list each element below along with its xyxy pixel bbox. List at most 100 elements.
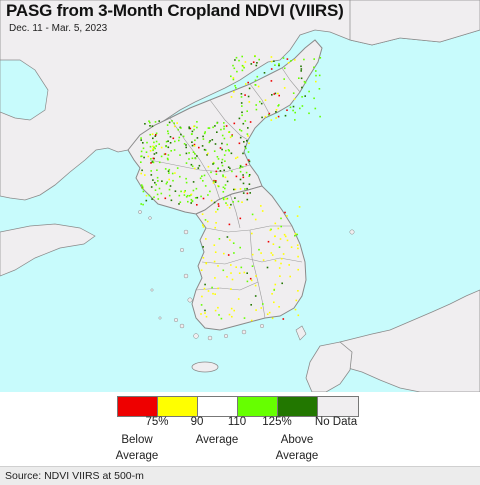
ndvi-pixel [223,137,226,140]
ndvi-pixel [283,67,286,70]
ndvi-pixel [161,180,163,182]
ndvi-pixel [227,254,230,256]
ndvi-pixel [272,243,275,245]
ndvi-pixel [168,178,170,181]
ndvi-pixel [217,158,220,160]
ndvi-pixel [249,192,251,194]
ndvi-pixel [219,170,222,172]
ndvi-pixel [251,265,254,267]
ndvi-pixel [224,184,227,186]
ndvi-pixel [318,74,321,77]
ndvi-pixel [151,198,153,200]
jeju-island [191,361,219,373]
ndvi-pixel [142,190,145,193]
ndvi-pixel [149,121,151,124]
ndvi-pixel [177,128,179,131]
ndvi-pixel [296,244,299,246]
ndvi-pixel [198,164,201,167]
ndvi-pixel [141,187,144,190]
legend-label-average: Average [195,434,239,446]
ndvi-pixel [151,133,154,135]
ndvi-pixel [189,127,192,130]
ndvi-pixel [201,145,204,147]
ndvi-pixel [207,152,209,155]
ndvi-pixel [169,142,172,144]
ndvi-pixel [188,152,190,154]
ndvi-pixel [277,105,279,107]
ndvi-pixel [227,166,230,168]
ndvi-pixel [282,318,285,320]
ndvi-pixel [235,87,237,89]
ndvi-pixel [281,282,283,285]
ndvi-pixel [196,155,198,157]
ndvi-pixel [168,194,171,197]
ndvi-pixel [213,244,216,246]
ndvi-pixel [296,233,298,236]
ndvi-pixel [200,269,203,271]
ndvi-pixel [206,220,209,223]
ndvi-pixel [156,176,159,179]
ndvi-pixel [147,155,150,158]
ndvi-pixel [203,132,206,135]
ndvi-pixel [240,130,243,132]
ndvi-pixel [255,309,257,311]
ndvi-pixel [160,146,163,149]
ndvi-pixel [246,280,249,283]
ndvi-pixel [315,80,317,83]
ndvi-pixel [283,233,286,236]
ndvi-pixel [244,145,246,148]
ndvi-pixel [233,252,235,254]
ndvi-pixel [202,224,204,226]
ndvi-pixel [207,290,210,292]
ndvi-pixel [145,199,148,202]
ndvi-pixel [140,150,143,153]
ndvi-pixel [188,195,191,197]
ndvi-pixel [231,135,233,137]
ndvi-pixel [297,247,299,250]
ndvi-pixel [208,141,211,144]
ndvi-pixel [304,81,307,84]
ndvi-pixel [167,146,170,149]
ndvi-pixel [297,268,299,271]
ndvi-pixel [275,109,278,111]
ndvi-pixel [247,127,249,129]
ndvi-pixel [277,92,279,95]
ndvi-pixel [243,141,245,143]
ndvi-pixel [277,227,280,230]
ndvi-pixel [224,187,226,190]
ndvi-pixel [155,132,158,135]
legend-tick-125: 125% [262,416,292,428]
ndvi-pixel [228,131,231,133]
ndvi-pixel [208,127,211,129]
ndvi-pixel [298,206,301,208]
ndvi-pixel [258,248,260,251]
below-average-word: Average [115,450,159,462]
ndvi-pixel [229,239,231,241]
ndvi-pixel [273,60,275,62]
ndvi-pixel [249,121,252,123]
ndvi-pixel [283,78,285,80]
ndvi-pixel [211,139,214,141]
ndvi-pixel [201,175,203,177]
ndvi-pixel [178,139,180,142]
ndvi-pixel [260,252,262,254]
ndvi-pixel [222,269,225,272]
ndvi-pixel [300,68,303,70]
ndvi-pixel [221,164,224,167]
ndvi-pixel [213,180,216,183]
ndvi-pixel [313,58,315,60]
ndvi-pixel [230,96,233,98]
legend-label-below-average: Below Average [116,432,159,464]
ndvi-pixel [268,112,271,115]
ndvi-pixel [187,200,189,203]
ndvi-pixel [150,162,152,164]
ndvi-pixel [262,303,264,305]
ndvi-pixel [185,162,188,164]
date-range: Dec. 11 - Mar. 5, 2023 [9,23,108,34]
ndvi-pixel [287,62,290,64]
ndvi-pixel [182,135,185,138]
ndvi-pixel [228,207,231,209]
ndvi-pixel [237,200,240,203]
ndvi-pixel [225,198,227,200]
ndvi-pixel [278,63,280,65]
